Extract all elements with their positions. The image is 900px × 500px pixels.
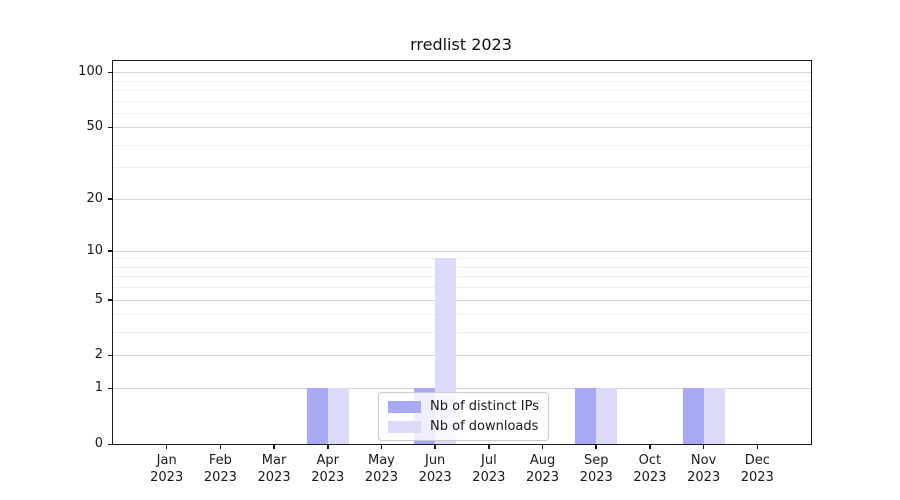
gridline-major (113, 198, 811, 200)
gridline-minor (113, 314, 811, 316)
gridline-minor (113, 167, 811, 169)
y-tick-mark (108, 299, 113, 301)
y-tick-label: 1 (94, 380, 103, 396)
x-tick-mark (702, 444, 705, 449)
x-tick-label: Sep 2023 (579, 453, 613, 485)
x-tick-label: Feb 2023 (203, 453, 237, 485)
gridline-major (113, 127, 811, 129)
x-tick-label: May 2023 (364, 453, 398, 485)
y-tick-label: 100 (78, 64, 103, 80)
legend-entry-downloads: Nb of downloads (388, 419, 539, 434)
y-tick-mark (108, 198, 113, 200)
x-tick-mark (327, 444, 329, 449)
legend-entry-distinct-ips: Nb of distinct IPs (388, 399, 539, 414)
gridline-minor (113, 80, 811, 82)
legend-swatch-downloads (388, 420, 421, 433)
x-tick-mark (488, 444, 490, 449)
gridline-major (113, 299, 811, 301)
x-tick-mark (541, 444, 544, 449)
y-tick-label: 10 (86, 242, 103, 258)
gridline-minor (113, 332, 811, 334)
bar-nb-of-downloads-sep (596, 388, 618, 444)
y-tick-label: 2 (94, 347, 103, 363)
gridline-minor (113, 144, 811, 146)
x-tick-label: Aug 2023 (525, 453, 560, 485)
y-tick-label: 20 (86, 190, 103, 206)
legend-label-downloads: Nb of downloads (430, 419, 539, 434)
y-tick-mark (108, 126, 113, 129)
x-tick-label: Mar 2023 (257, 453, 291, 485)
x-tick-label: Jan 2023 (150, 453, 184, 485)
gridline-minor (113, 266, 811, 268)
bar-nb-of-distinct-ips-nov (682, 388, 704, 444)
y-tick-label: 0 (94, 436, 103, 451)
x-tick-mark (380, 444, 383, 449)
x-tick-label: Jul 2023 (472, 453, 506, 485)
legend-label-distinct-ips: Nb of distinct IPs (430, 399, 539, 414)
gridline-major (113, 72, 811, 74)
legend-swatch-distinct-ips (388, 400, 421, 413)
gridline-minor (113, 89, 811, 91)
legend: Nb of distinct IPs Nb of downloads (378, 392, 549, 441)
gridline-minor (113, 112, 811, 114)
gridline-minor (113, 287, 811, 289)
x-tick-mark (649, 444, 651, 449)
y-tick-mark (108, 387, 113, 390)
x-tick-mark (273, 444, 275, 449)
x-tick-label: Oct 2023 (633, 453, 667, 485)
y-tick-mark (108, 354, 113, 357)
x-tick-mark (219, 444, 222, 449)
gridline-major (113, 355, 811, 357)
gridline-major (113, 250, 811, 252)
x-tick-label: Jun 2023 (418, 453, 452, 485)
plot-area: Nb of distinct IPs Nb of downloads 100 50… (78, 60, 812, 485)
x-tick-label: Dec 2023 (740, 453, 774, 485)
y-tick-mark (108, 443, 113, 445)
bar-nb-of-distinct-ips-sep (575, 388, 597, 444)
y-tick-mark (108, 71, 113, 74)
x-tick-label: Apr 2023 (311, 453, 345, 485)
gridline-minor (113, 100, 811, 102)
chart-title: rredlist 2023 (410, 35, 512, 54)
y-tick-label: 50 (86, 119, 103, 135)
x-tick-mark (165, 444, 168, 449)
bar-nb-of-distinct-ips-apr (306, 388, 328, 444)
bar-nb-of-downloads-apr (327, 388, 349, 444)
x-tick-mark (434, 444, 436, 449)
bar-nb-of-downloads-nov (703, 388, 725, 444)
x-tick-mark (595, 444, 597, 449)
gridline-major (113, 388, 811, 390)
x-tick-label: Nov 2023 (687, 453, 721, 485)
gridline-minor (113, 258, 811, 260)
y-tick-mark (108, 250, 113, 252)
y-tick-label: 5 (94, 291, 103, 307)
gridline-minor (113, 276, 811, 278)
x-tick-mark (756, 444, 759, 449)
